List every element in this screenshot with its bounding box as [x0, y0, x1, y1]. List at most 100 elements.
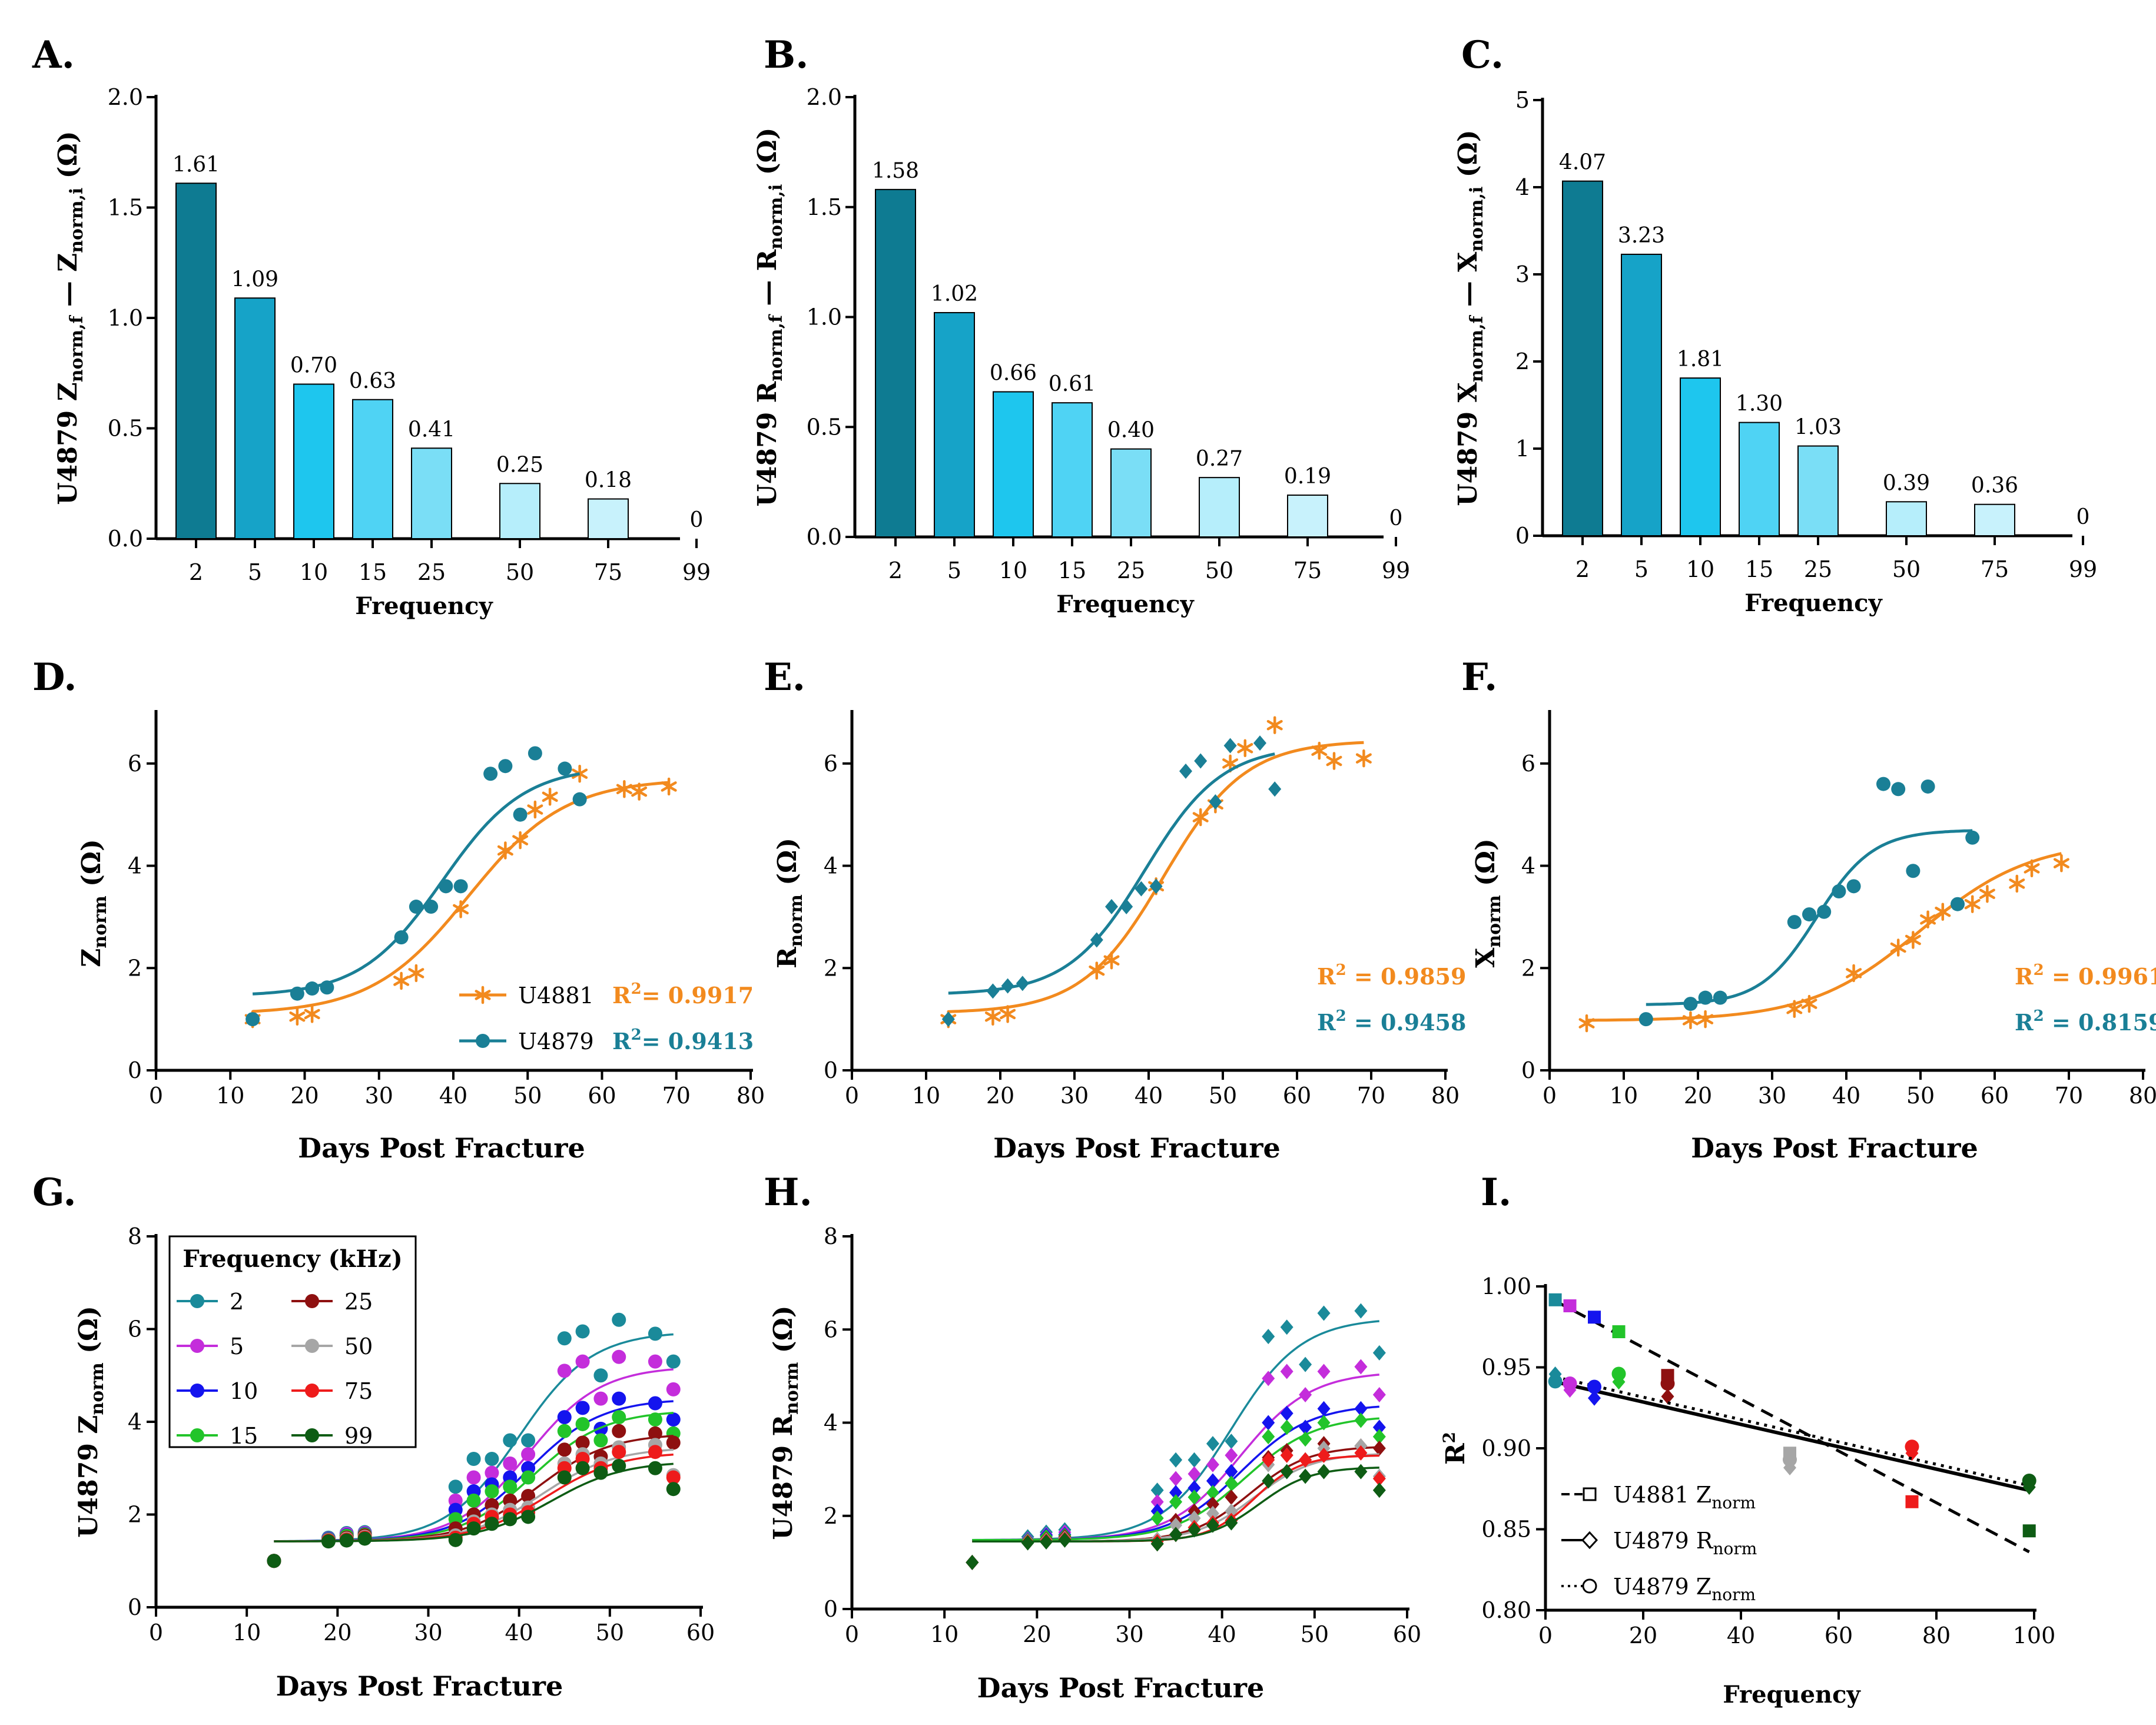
data-point-5 [1169, 1471, 1183, 1487]
bar [1886, 501, 1927, 537]
data-point-U4879 [290, 986, 304, 1001]
data-point-2 [485, 1452, 499, 1466]
data-point-U4879 [1906, 864, 1921, 878]
x-tick-label: 20 [1684, 1083, 1712, 1109]
panel-letter: D. [32, 655, 77, 699]
y-title-part: (Ω) [77, 839, 107, 895]
y-axis-title: R2 [1439, 1432, 1471, 1465]
data-point-25 [575, 1435, 590, 1450]
asterisk-stroke [1311, 745, 1328, 756]
data-point-U4879 [1016, 976, 1029, 991]
panel-C: C. 0 1 2 3 4 5 4.07 2 3.23 5 1.81 10 1.30 15 1.03 25 0.39… [1453, 33, 2097, 617]
data-point-99 [357, 1531, 372, 1546]
y-title-part: U4879 R [752, 381, 782, 506]
r2-label: R2 = 0.9458 [1317, 1007, 1466, 1036]
asterisk-stroke [393, 976, 410, 986]
data-point-5 [1225, 1447, 1238, 1463]
y-title-sub: norm [1484, 895, 1505, 948]
bar-value-label: 0.19 [1284, 465, 1331, 489]
y-title-part: U4879 Z [53, 382, 83, 505]
y-tick-label: 1.5 [807, 194, 842, 220]
data-point-U4879 [305, 981, 320, 996]
x-tick-label: 80 [1431, 1083, 1460, 1109]
data-point-25 [1225, 1490, 1238, 1505]
y-axis-title: U4879 Rnorm,f — Rnorm,i (Ω) [752, 128, 787, 507]
data-point-5 [1262, 1371, 1275, 1386]
data-point-15 [1206, 1485, 1219, 1501]
asterisk-stroke [1103, 955, 1120, 966]
data-point-circle [2022, 1474, 2036, 1488]
legend-marker [305, 1339, 319, 1353]
x-axis-title: Frequency [1056, 591, 1195, 618]
x-tick-label: 2 [1575, 556, 1590, 582]
x-tick-label: 70 [1357, 1083, 1385, 1109]
data-point-15 [593, 1433, 608, 1448]
y-title-part: — R [752, 249, 782, 315]
data-point-2 [557, 1331, 572, 1346]
y-tick-label: 4 [824, 853, 838, 879]
asterisk-stroke [1000, 1009, 1016, 1020]
data-point-circle [1905, 1439, 1919, 1454]
data-point-99 [485, 1517, 499, 1531]
y-tick-label: 8 [824, 1223, 838, 1249]
bar [1680, 377, 1721, 536]
y-tick-label: 2.0 [108, 84, 143, 110]
data-point-U4879 [1846, 879, 1861, 894]
data-point-U4881 [542, 788, 558, 806]
y-title-part: — X [1453, 251, 1483, 316]
data-point-5 [466, 1470, 481, 1485]
x-tick-label: 15 [1058, 558, 1086, 583]
legend-label: 10 [230, 1378, 258, 1404]
data-point-10 [557, 1410, 572, 1425]
x-tick-label: 99 [2069, 556, 2097, 582]
legend-name: U4879 R [1613, 1528, 1714, 1554]
data-point-99 [648, 1461, 662, 1475]
data-point-U4879 [572, 792, 587, 807]
y-title-sub: norm,f [766, 314, 787, 382]
bar [1199, 477, 1240, 538]
y-tick-label: 4 [824, 1410, 838, 1436]
data-point-U4881 [1920, 910, 1936, 929]
data-point-99 [1280, 1464, 1293, 1479]
data-point-U4879 [1268, 781, 1282, 797]
y-title-part: X [1471, 947, 1501, 968]
panel-E: E. 0 10 20 30 40 50 60 70 80 0 2 4 6 Days Post Fractur… [764, 655, 1466, 1164]
x-tick-label: 50 [1301, 1621, 1329, 1647]
data-point-U4881 [1979, 885, 1995, 903]
data-point-U4881 [453, 900, 469, 918]
data-point-U4881 [1846, 964, 1862, 983]
x-tick-label: 50 [1205, 558, 1233, 583]
y-tick-label: 2 [824, 955, 838, 981]
data-point-25 [648, 1426, 662, 1441]
y-title-sub: norm,f [1467, 314, 1487, 382]
legend-label: 2 [230, 1289, 244, 1315]
y-tick-label: 6 [1521, 751, 1535, 777]
data-point-U4881 [512, 831, 529, 850]
data-point-U4881 [1237, 739, 1253, 758]
legend-label: 75 [344, 1378, 373, 1404]
data-point-5 [1206, 1457, 1219, 1472]
data-point-U4879 [1090, 932, 1103, 948]
legend-title: Frequency (kHz) [183, 1245, 402, 1273]
data-point-10 [612, 1391, 626, 1406]
r2-value: = 0.9413 [642, 1028, 754, 1054]
y-axis-title: U4879 Xnorm,f — Xnorm,i (Ω) [1453, 130, 1487, 506]
x-axis-title: Days Post Fracture [977, 1672, 1265, 1704]
x-tick-label: 10 [233, 1620, 261, 1646]
x-axis-title: Frequency [1723, 1681, 1861, 1709]
y-title-sub: norm,i [1467, 187, 1487, 252]
data-point-U4879 [1638, 1012, 1653, 1027]
y-axis-title: Rnorm (Ω) [772, 838, 807, 968]
r2-sup: 2 [631, 1026, 642, 1044]
legend-marker [1581, 1531, 1598, 1550]
fit-curve-U4881 [1586, 852, 2062, 1022]
data-point-15 [1317, 1415, 1331, 1431]
data-point-U4881 [1311, 741, 1328, 760]
y-tick-label: 2 [1521, 955, 1535, 981]
bar [1739, 422, 1780, 536]
x-tick-label: 20 [290, 1083, 319, 1109]
y-tick-label: 5 [1515, 87, 1530, 113]
data-point-U4881 [1103, 951, 1120, 970]
bar [588, 498, 629, 539]
bar-value-label: 4.07 [1559, 151, 1606, 175]
